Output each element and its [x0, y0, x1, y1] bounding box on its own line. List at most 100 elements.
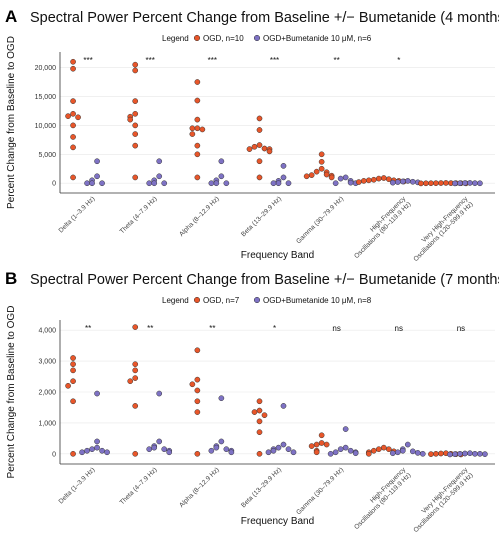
- data-point-ogd: [194, 174, 201, 181]
- data-point-ogd: [370, 447, 377, 454]
- significance-label: **: [147, 324, 153, 333]
- data-point-ogd-bumetanide: [280, 174, 287, 181]
- data-point-ogd: [132, 98, 139, 104]
- data-point-ogd-bumetanide: [265, 449, 272, 456]
- legend-entry-0: OGD, n=10: [203, 34, 244, 43]
- data-point-ogd-bumetanide: [156, 158, 163, 165]
- y-tick-label: 4,000: [38, 328, 56, 335]
- data-point-ogd-bumetanide: [156, 438, 163, 445]
- data-point-ogd: [251, 143, 258, 150]
- data-point-ogd: [194, 398, 201, 405]
- data-point-ogd-bumetanide: [208, 447, 215, 454]
- data-point-ogd-bumetanide: [462, 450, 468, 457]
- data-point-ogd-bumetanide: [332, 449, 339, 456]
- legend-title: Legend: [162, 34, 189, 43]
- data-point-ogd-bumetanide: [347, 447, 354, 454]
- x-tick-label: High-FrequencyOscillations (80–119.9 Hz): [348, 195, 413, 260]
- legend-entry-1: OGD+Bumetanide 10 μM, n=8: [263, 296, 372, 305]
- data-point-ogd-bumetanide: [275, 444, 282, 451]
- data-point-ogd: [303, 173, 310, 180]
- x-tick-label: Beta (13–29.9 Hz): [240, 195, 283, 238]
- data-point-ogd-bumetanide: [213, 444, 220, 451]
- data-point-ogd: [65, 382, 71, 389]
- y-tick-label: 3,000: [38, 359, 56, 366]
- x-tick-label: Very High-FrequencyOscillations (120–599…: [407, 466, 475, 534]
- data-point-ogd-bumetanide: [280, 163, 287, 169]
- data-point-ogd: [70, 58, 76, 65]
- data-point-ogd: [318, 432, 325, 439]
- data-point-ogd-bumetanide: [482, 451, 488, 457]
- data-point-ogd-bumetanide: [399, 178, 406, 185]
- data-point-ogd-bumetanide: [409, 178, 416, 185]
- data-point-ogd-bumetanide: [223, 180, 230, 187]
- data-point-ogd-bumetanide: [270, 180, 277, 187]
- panel-b: B Spectral Power Percent Change from Base…: [5, 269, 499, 534]
- data-point-ogd: [132, 110, 139, 117]
- data-point-ogd: [132, 131, 139, 137]
- data-point-ogd: [246, 146, 253, 152]
- data-point-ogd: [132, 324, 139, 330]
- data-point-ogd: [256, 174, 263, 181]
- data-point-ogd-bumetanide: [228, 449, 235, 456]
- data-point-ogd-bumetanide: [218, 438, 225, 445]
- data-point-ogd: [418, 180, 424, 187]
- data-point-ogd: [194, 387, 201, 394]
- data-point-ogd: [132, 450, 139, 457]
- data-point-ogd: [70, 134, 76, 140]
- data-point-ogd: [132, 361, 139, 368]
- data-point-ogd: [318, 151, 325, 158]
- data-point-ogd: [428, 180, 434, 187]
- data-point-ogd-bumetanide: [275, 180, 282, 187]
- data-point-ogd: [385, 446, 392, 453]
- data-point-ogd: [194, 151, 201, 158]
- legend-entry-0: OGD, n=7: [203, 296, 240, 305]
- data-point-ogd: [308, 172, 315, 178]
- data-point-ogd: [194, 97, 201, 104]
- data-point-ogd: [261, 145, 268, 152]
- data-point-ogd-bumetanide: [79, 449, 85, 456]
- data-point-ogd: [70, 65, 76, 72]
- data-point-ogd: [194, 409, 201, 415]
- legend-swatch-1: [253, 296, 261, 304]
- data-point-ogd-bumetanide: [404, 441, 411, 448]
- y-tick-label: 0: [52, 451, 56, 458]
- data-point-ogd-bumetanide: [332, 180, 339, 187]
- data-point-ogd-bumetanide: [94, 173, 100, 180]
- data-point-ogd: [256, 142, 263, 148]
- data-point-ogd-bumetanide: [347, 179, 354, 186]
- data-point-ogd: [423, 180, 429, 187]
- data-point-ogd-bumetanide: [477, 450, 483, 457]
- data-point-ogd: [194, 116, 201, 123]
- data-point-ogd: [132, 61, 139, 68]
- data-point-ogd-bumetanide: [94, 158, 100, 165]
- data-point-ogd: [132, 403, 139, 409]
- data-point-ogd: [194, 125, 201, 132]
- data-point-ogd-bumetanide: [99, 180, 105, 187]
- data-point-ogd-bumetanide: [146, 446, 153, 453]
- data-point-ogd: [70, 378, 76, 385]
- data-point-ogd: [266, 148, 273, 155]
- significance-label: *: [273, 324, 276, 333]
- data-point-ogd: [256, 429, 263, 436]
- data-point-ogd: [70, 398, 76, 405]
- significance-label: ***: [83, 56, 92, 65]
- significance-label: ns: [457, 324, 465, 333]
- data-point-ogd: [256, 407, 263, 414]
- x-tick-label: Delta (1–3.9 Hz): [58, 195, 97, 234]
- data-point-ogd: [70, 110, 76, 117]
- data-point-ogd: [355, 179, 362, 185]
- data-point-ogd-bumetanide: [472, 180, 478, 187]
- data-point-ogd-bumetanide: [285, 446, 292, 453]
- data-point-ogd: [189, 381, 196, 388]
- data-point-ogd-bumetanide: [151, 180, 158, 187]
- significance-label: **: [209, 324, 215, 333]
- data-point-ogd: [251, 409, 258, 415]
- data-point-ogd: [132, 174, 139, 181]
- legend-entry-1: OGD+Bumetanide 10 μM, n=6: [263, 34, 372, 43]
- data-point-ogd-bumetanide: [161, 180, 168, 187]
- data-point-ogd: [70, 122, 76, 129]
- data-point-ogd-bumetanide: [94, 438, 100, 445]
- y-tick-label: 1,000: [38, 420, 56, 427]
- x-axis-label: Frequency Band: [241, 516, 314, 527]
- y-tick-label: 10,000: [35, 123, 57, 130]
